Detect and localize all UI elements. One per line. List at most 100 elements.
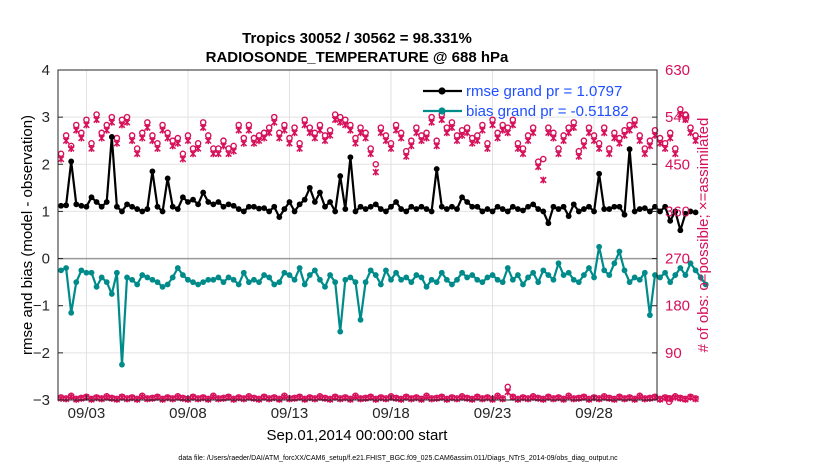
rmse-point <box>631 208 638 215</box>
bias-point <box>408 279 415 286</box>
bias-point <box>235 281 242 288</box>
assimilated-marker <box>595 145 603 152</box>
assimilated-marker <box>585 129 593 137</box>
rmse-point <box>266 208 273 215</box>
bias-point <box>383 267 389 274</box>
rmse-point <box>611 203 618 210</box>
assimilated-marker <box>397 134 405 142</box>
rmse-point <box>332 208 339 215</box>
assimilated-marker <box>225 150 232 158</box>
y-left-tick-label: 1 <box>42 203 50 220</box>
rmse-point <box>682 210 689 217</box>
bias-point <box>195 281 202 288</box>
bias-point <box>499 279 506 286</box>
bias-point <box>504 265 511 271</box>
rmse-point <box>210 201 217 208</box>
assimilated-marker <box>382 395 390 403</box>
rmse-point <box>565 213 572 220</box>
rmse-point <box>134 206 141 212</box>
bias-point <box>256 279 262 286</box>
assimilated-marker <box>656 139 664 147</box>
assimilated-marker <box>524 395 532 403</box>
y-right-tick-label: 270 <box>665 251 690 268</box>
bias-point <box>560 272 567 278</box>
assimilated-marker <box>687 393 694 401</box>
assimilated-marker <box>677 395 684 402</box>
assimilated-marker <box>265 395 273 403</box>
bias-point <box>357 316 364 323</box>
bias-point <box>276 279 283 286</box>
assimilated-marker <box>529 129 537 137</box>
assimilated-marker <box>352 393 359 401</box>
bias-point <box>489 272 496 278</box>
assimilated-marker <box>402 153 410 160</box>
bias-point <box>200 279 207 286</box>
rmse-point <box>205 199 212 205</box>
rmse-point <box>63 202 70 209</box>
bias-point <box>103 279 110 286</box>
bias-point <box>372 272 379 278</box>
assimilated-marker <box>341 121 349 129</box>
assimilated-marker <box>494 134 501 142</box>
assimilated-marker <box>311 134 319 142</box>
assimilated-marker <box>184 137 192 145</box>
rmse-point <box>504 208 511 215</box>
rmse-point <box>586 203 592 210</box>
assimilated-marker <box>636 393 644 401</box>
assimilated-marker <box>204 137 212 145</box>
assimilated-marker <box>448 124 456 132</box>
bias-point <box>327 272 333 278</box>
rmse-point <box>98 203 105 210</box>
bias-point <box>220 279 227 286</box>
rmse-point <box>230 202 237 209</box>
rmse-point <box>581 206 587 212</box>
assimilated-marker <box>479 395 486 403</box>
assimilated-marker <box>514 145 522 152</box>
bias-point <box>540 267 547 274</box>
rmse-bias-marks <box>58 134 709 368</box>
bias-point <box>301 281 308 288</box>
assimilated-marker <box>296 145 303 152</box>
rmse-point <box>469 203 476 210</box>
rmse-point <box>509 203 516 210</box>
rmse-point <box>83 203 90 210</box>
bias-point <box>190 279 196 286</box>
bias-point <box>591 274 597 281</box>
assimilated-marker <box>275 396 283 403</box>
assimilated-marker <box>545 129 552 137</box>
rmse-point <box>78 202 85 209</box>
bias-point <box>474 276 481 283</box>
assimilated-marker <box>316 126 324 134</box>
bias-point <box>281 269 288 276</box>
bias-point <box>174 265 181 271</box>
rmse-point <box>169 203 176 210</box>
rmse-point <box>626 146 633 153</box>
bias-point <box>245 279 252 286</box>
rmse-point <box>606 206 613 212</box>
assimilated-marker <box>575 153 583 160</box>
assimilated-marker <box>230 147 237 155</box>
assimilated-marker <box>514 396 522 403</box>
bias-point <box>464 274 471 281</box>
bias-point <box>682 272 689 278</box>
assimilated-marker <box>677 111 684 118</box>
rmse-point <box>636 206 643 212</box>
rmse-point <box>322 203 328 210</box>
bias-point <box>342 276 349 283</box>
assimilated-marker <box>539 176 547 184</box>
bias-point <box>652 272 658 278</box>
assimilated-marker <box>169 142 177 150</box>
rmse-point <box>616 203 623 210</box>
y-axis-right-label: # of obs: o=possible; ×=assimilated <box>695 118 712 353</box>
rmse-point <box>301 196 308 203</box>
bias-point <box>296 265 303 271</box>
rmse-point <box>103 199 110 205</box>
rmse-point <box>413 206 420 212</box>
rmse-point <box>520 207 526 214</box>
rmse-point <box>474 203 481 210</box>
assimilated-marker <box>453 395 461 403</box>
bias-point <box>697 274 704 281</box>
assimilated-marker <box>88 396 95 403</box>
bias-point <box>662 269 669 276</box>
